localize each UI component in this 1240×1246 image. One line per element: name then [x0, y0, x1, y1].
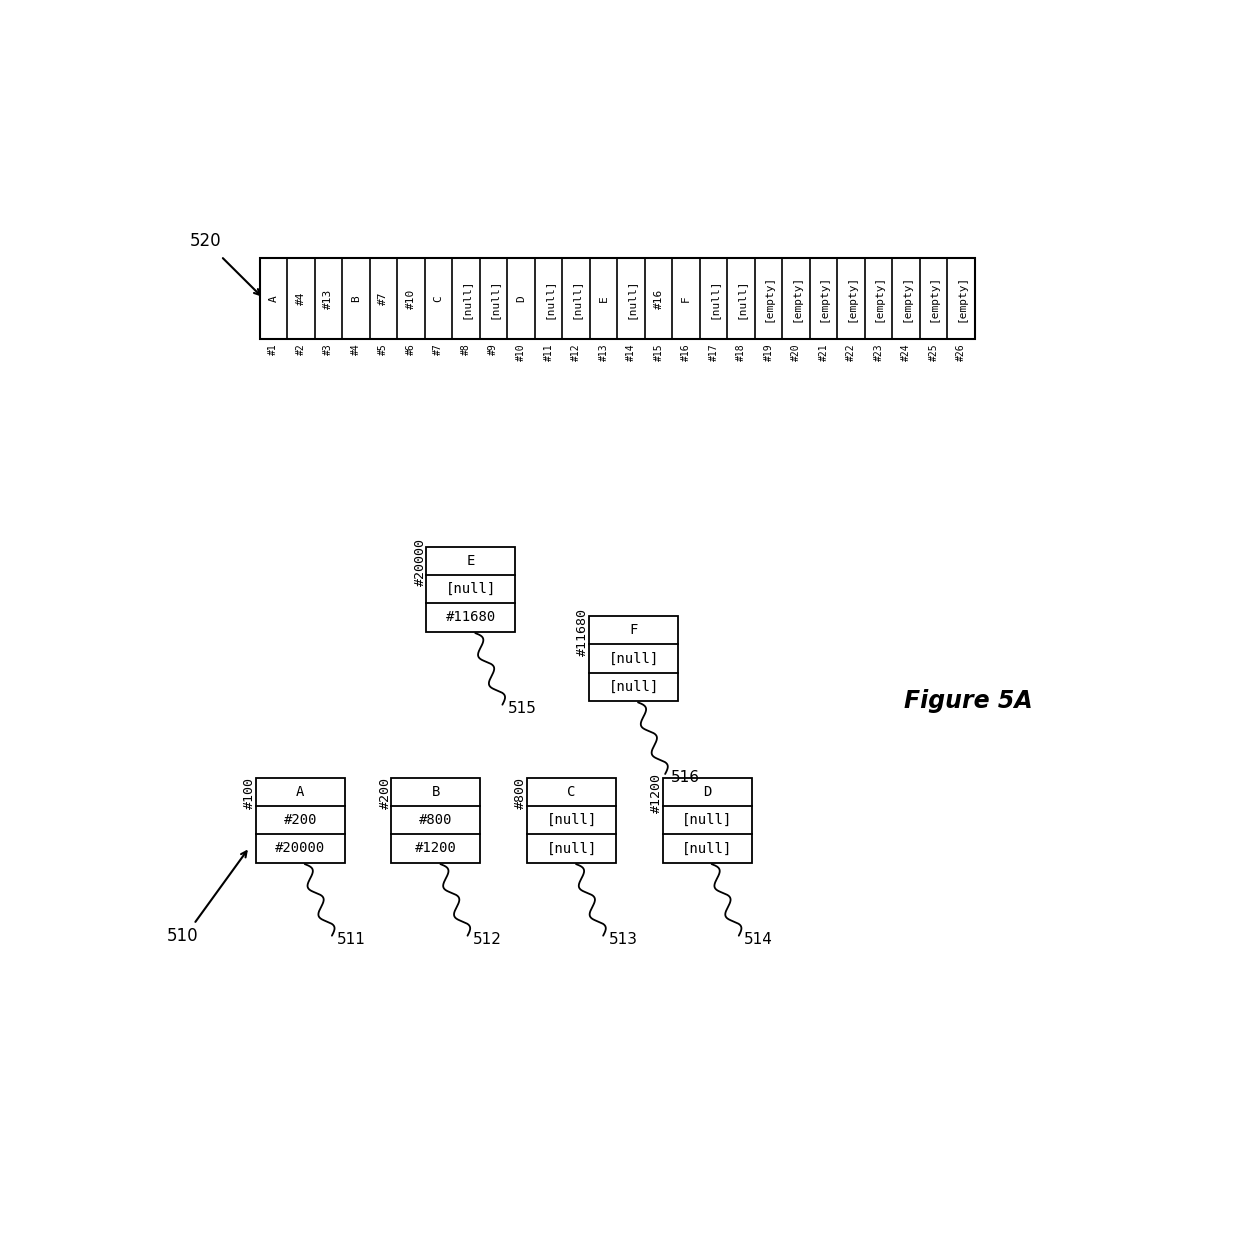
Text: #24: #24 — [901, 344, 911, 361]
Bar — [259, 258, 975, 339]
Bar — [589, 616, 678, 700]
Text: #7: #7 — [434, 344, 444, 355]
Bar — [527, 778, 616, 862]
Text: #11680: #11680 — [577, 608, 589, 655]
Text: #800: #800 — [419, 814, 453, 827]
Text: #4: #4 — [296, 292, 306, 305]
Text: 520: 520 — [190, 232, 221, 249]
Text: E: E — [599, 295, 609, 302]
Text: A: A — [296, 785, 305, 799]
Text: 510: 510 — [166, 927, 198, 944]
Text: #16: #16 — [653, 288, 663, 309]
Text: #4: #4 — [351, 344, 361, 355]
Text: [null]: [null] — [570, 278, 582, 319]
Text: #1200: #1200 — [415, 841, 456, 856]
Bar — [392, 778, 480, 862]
Text: 512: 512 — [472, 932, 502, 947]
Text: F: F — [681, 295, 691, 302]
Text: #19: #19 — [764, 344, 774, 361]
Text: #200: #200 — [378, 778, 392, 809]
Text: #3: #3 — [324, 344, 334, 355]
Text: #20: #20 — [791, 344, 801, 361]
Text: #20000: #20000 — [414, 538, 427, 586]
Text: C: C — [568, 785, 575, 799]
Text: #16: #16 — [681, 344, 691, 361]
Text: D: D — [703, 785, 712, 799]
Text: #22: #22 — [846, 344, 856, 361]
Text: #200: #200 — [284, 814, 317, 827]
Text: [null]: [null] — [737, 278, 746, 319]
Text: #100: #100 — [243, 778, 255, 809]
Text: D: D — [516, 295, 526, 302]
Text: #23: #23 — [874, 344, 884, 361]
Text: F: F — [630, 623, 637, 637]
Text: [null]: [null] — [543, 278, 553, 319]
Bar — [255, 778, 345, 862]
Text: #6: #6 — [405, 344, 415, 355]
Text: #17: #17 — [708, 344, 719, 361]
Text: #25: #25 — [929, 344, 939, 361]
Text: #10: #10 — [405, 288, 415, 309]
Text: #9: #9 — [489, 344, 498, 355]
Text: [empty]: [empty] — [874, 275, 884, 323]
Text: #5: #5 — [378, 344, 388, 355]
Text: [empty]: [empty] — [791, 275, 801, 323]
Text: [null]: [null] — [547, 814, 596, 827]
Text: #13: #13 — [324, 288, 334, 309]
Text: #11680: #11680 — [445, 611, 496, 624]
Text: #12: #12 — [570, 344, 582, 361]
Text: [null]: [null] — [461, 278, 471, 319]
Text: #18: #18 — [737, 344, 746, 361]
Text: #14: #14 — [626, 344, 636, 361]
Text: #10: #10 — [516, 344, 526, 361]
Text: #26: #26 — [956, 344, 966, 361]
Text: [empty]: [empty] — [956, 275, 966, 323]
Text: E: E — [466, 554, 475, 568]
Text: [empty]: [empty] — [818, 275, 828, 323]
Text: [null]: [null] — [609, 652, 658, 665]
Text: #1: #1 — [268, 344, 279, 355]
Text: #7: #7 — [378, 292, 388, 305]
Text: [empty]: [empty] — [929, 275, 939, 323]
Text: [null]: [null] — [609, 680, 658, 694]
Text: #800: #800 — [515, 778, 527, 809]
Text: [null]: [null] — [626, 278, 636, 319]
Text: #21: #21 — [818, 344, 828, 361]
Text: #2: #2 — [296, 344, 306, 355]
Text: #11: #11 — [543, 344, 553, 361]
Text: Figure 5A: Figure 5A — [904, 689, 1033, 713]
Text: C: C — [434, 295, 444, 302]
Text: [empty]: [empty] — [901, 275, 911, 323]
Text: #1200: #1200 — [650, 774, 663, 814]
Text: 514: 514 — [744, 932, 773, 947]
Text: [null]: [null] — [489, 278, 498, 319]
Bar — [427, 547, 516, 632]
Text: 511: 511 — [337, 932, 366, 947]
Text: [empty]: [empty] — [764, 275, 774, 323]
Text: #8: #8 — [461, 344, 471, 355]
Text: [null]: [null] — [682, 814, 733, 827]
Text: [null]: [null] — [445, 582, 496, 596]
Text: #15: #15 — [653, 344, 663, 361]
Text: A: A — [268, 295, 279, 302]
Text: [null]: [null] — [547, 841, 596, 856]
Text: #20000: #20000 — [275, 841, 325, 856]
Bar — [662, 778, 751, 862]
Text: [empty]: [empty] — [846, 275, 856, 323]
Text: 513: 513 — [609, 932, 637, 947]
Text: B: B — [432, 785, 440, 799]
Text: #13: #13 — [599, 344, 609, 361]
Text: B: B — [351, 295, 361, 302]
Text: 515: 515 — [508, 700, 537, 716]
Text: 516: 516 — [671, 770, 699, 785]
Text: [null]: [null] — [708, 278, 719, 319]
Text: [null]: [null] — [682, 841, 733, 856]
